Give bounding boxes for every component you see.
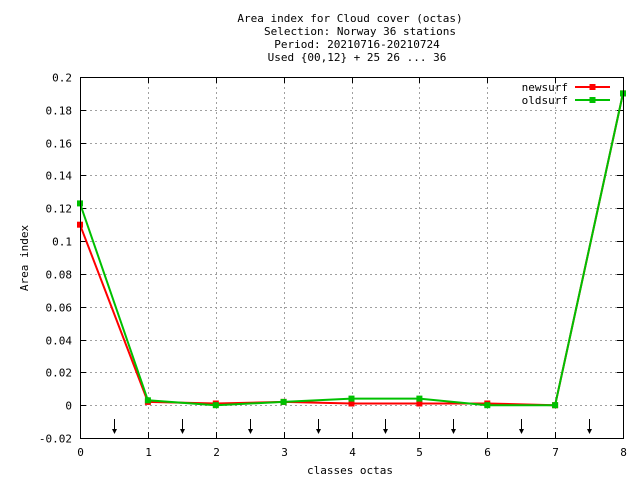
axes: -0.02 0 0.02 0.04 0.06 0.08 0.1 0.12 0.14 0.16 0.1… bbox=[39, 72, 627, 460]
x-tick-label: 5 bbox=[416, 446, 423, 459]
down-arrow-marker bbox=[587, 419, 592, 434]
data-point-oldsurf bbox=[212, 402, 219, 409]
grid-lines bbox=[80, 77, 623, 438]
y-tick-label: 0 bbox=[65, 400, 72, 413]
series-newsurf bbox=[77, 90, 626, 409]
x-tick-label: 3 bbox=[281, 446, 288, 459]
down-arrow-marker bbox=[112, 419, 117, 434]
arrow-head bbox=[180, 429, 185, 434]
arrow-head bbox=[383, 429, 388, 434]
data-series bbox=[77, 90, 626, 409]
data-point-oldsurf bbox=[484, 402, 491, 409]
down-arrow-marker bbox=[180, 419, 185, 434]
legend-label: oldsurf bbox=[522, 94, 568, 107]
arrow-markers bbox=[112, 419, 592, 434]
down-arrow-marker bbox=[316, 419, 321, 434]
y-tick-label: 0.02 bbox=[46, 367, 73, 380]
y-axis-label: Area index bbox=[18, 225, 31, 292]
y-tick-label: 0.14 bbox=[46, 170, 73, 183]
series-line-newsurf bbox=[79, 93, 624, 407]
down-arrow-marker bbox=[383, 419, 388, 434]
y-tick-label: 0.12 bbox=[46, 203, 73, 216]
x-tick-label: 0 bbox=[77, 446, 84, 459]
legend-entry-newsurf: newsurf bbox=[522, 81, 610, 94]
plot-frame bbox=[80, 77, 624, 439]
down-arrow-marker bbox=[248, 419, 253, 434]
arrow-head bbox=[316, 429, 321, 434]
down-arrow-marker bbox=[451, 419, 456, 434]
y-tick-label: 0.04 bbox=[46, 335, 73, 348]
arrow-head bbox=[248, 429, 253, 434]
data-point-oldsurf bbox=[280, 398, 287, 405]
legend-label: newsurf bbox=[522, 81, 568, 94]
x-tick-label: 2 bbox=[213, 446, 220, 459]
data-point-oldsurf bbox=[144, 397, 151, 404]
legend-marker bbox=[589, 84, 596, 90]
series-line-oldsurf bbox=[79, 93, 624, 407]
data-point-oldsurf bbox=[416, 395, 423, 402]
data-point-newsurf bbox=[348, 400, 355, 407]
title-line-1: Area index for Cloud cover (octas) bbox=[237, 12, 462, 25]
title-line-2: Selection: Norway 36 stations bbox=[264, 25, 456, 38]
data-point-newsurf bbox=[416, 400, 423, 407]
title-line-4: Used {00,12} + 25 26 ... 36 bbox=[268, 51, 447, 64]
legend-entry-oldsurf: oldsurf bbox=[522, 94, 610, 107]
y-tick-label: 0.1 bbox=[52, 236, 72, 249]
down-arrow-marker bbox=[519, 419, 524, 434]
arrow-head bbox=[587, 429, 592, 434]
series-oldsurf bbox=[77, 90, 626, 409]
y-tick-label: 0.16 bbox=[46, 138, 73, 151]
x-tick-label: 7 bbox=[552, 446, 559, 459]
y-tick-label: 0.2 bbox=[52, 72, 72, 85]
arrow-head bbox=[519, 429, 524, 434]
legend-marker bbox=[589, 97, 596, 103]
data-point-oldsurf bbox=[552, 402, 559, 409]
title-line-3: Period: 20210716-20210724 bbox=[274, 38, 440, 51]
arrow-head bbox=[451, 429, 456, 434]
x-tick-label: 1 bbox=[145, 446, 152, 459]
data-point-oldsurf bbox=[348, 395, 355, 402]
x-axis-label: classes octas bbox=[307, 464, 393, 477]
arrow-head bbox=[112, 429, 117, 434]
y-tick-label: -0.02 bbox=[39, 433, 72, 446]
x-tick-label: 4 bbox=[349, 446, 356, 459]
chart-title: Area index for Cloud cover (octas) Selec… bbox=[237, 12, 462, 64]
y-tick-label: 0.08 bbox=[46, 269, 73, 282]
y-tick-label: 0.06 bbox=[46, 302, 73, 315]
x-tick-label: 8 bbox=[620, 446, 627, 459]
y-tick-label: 0.18 bbox=[46, 105, 73, 118]
x-tick-label: 6 bbox=[484, 446, 491, 459]
